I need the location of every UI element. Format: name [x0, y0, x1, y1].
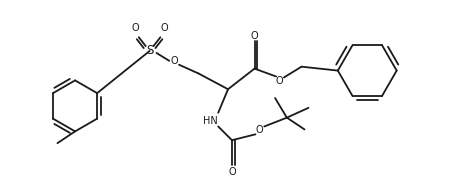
Text: O: O — [161, 23, 168, 33]
Text: O: O — [228, 167, 236, 177]
Text: S: S — [146, 44, 153, 58]
Text: O: O — [256, 125, 263, 135]
Text: O: O — [131, 23, 139, 33]
Text: O: O — [251, 31, 258, 41]
Text: O: O — [275, 76, 283, 86]
Text: HN: HN — [203, 116, 218, 126]
Text: O: O — [170, 56, 178, 66]
